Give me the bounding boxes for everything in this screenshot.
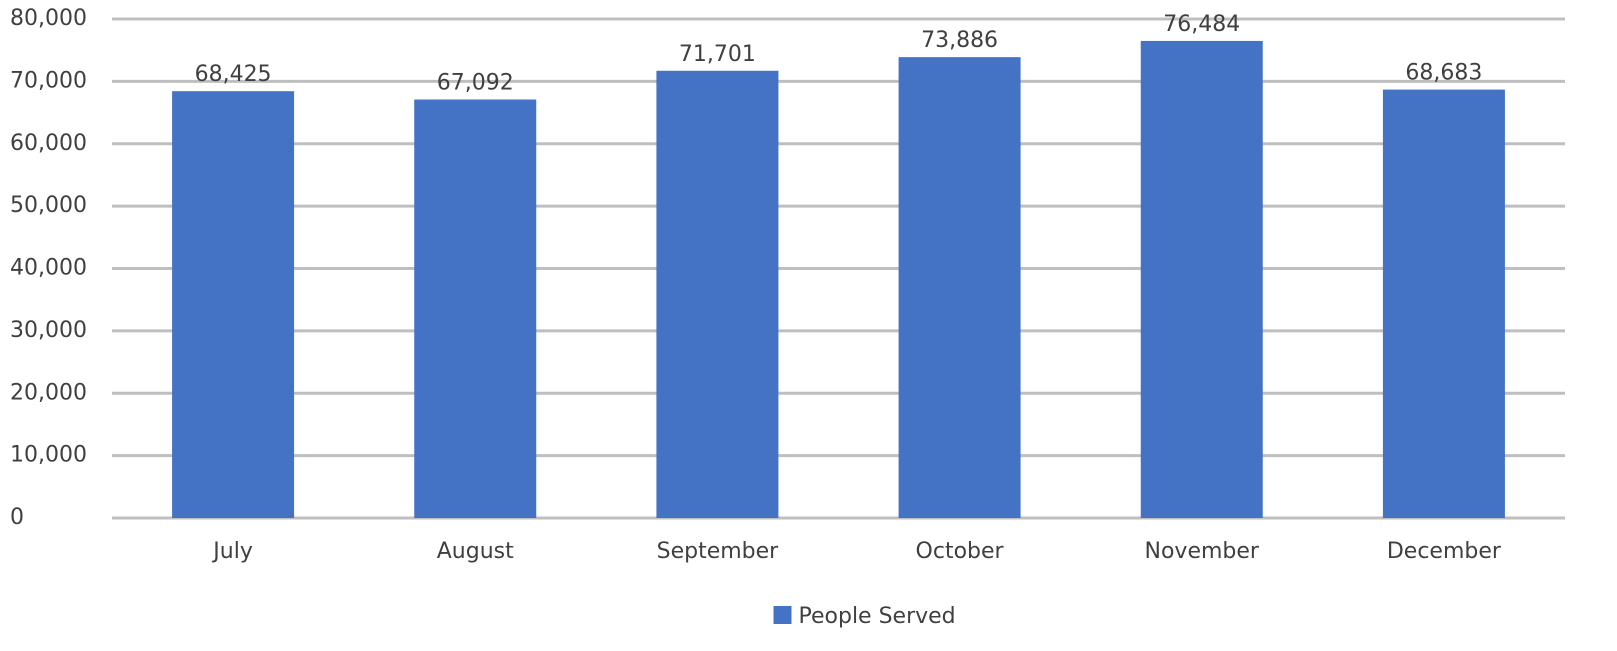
x-tick-label: August bbox=[437, 539, 514, 564]
x-tick-label: December bbox=[1387, 539, 1502, 564]
legend-label: People Served bbox=[799, 604, 956, 629]
bar bbox=[414, 99, 537, 519]
y-tick-label: 10,000 bbox=[10, 443, 87, 468]
x-tick-label: September bbox=[657, 539, 780, 564]
data-label: 68,683 bbox=[1405, 61, 1482, 86]
x-tick-label: November bbox=[1145, 539, 1260, 564]
data-label: 68,425 bbox=[195, 62, 272, 87]
bar bbox=[1140, 40, 1263, 518]
data-label: 73,886 bbox=[921, 28, 998, 53]
bar bbox=[656, 70, 779, 518]
y-tick-label: 30,000 bbox=[10, 318, 87, 343]
y-tick-label: 20,000 bbox=[10, 380, 87, 405]
bar bbox=[1382, 89, 1505, 519]
y-tick-label: 80,000 bbox=[10, 6, 87, 31]
y-tick-label: 70,000 bbox=[10, 68, 87, 93]
bar bbox=[898, 57, 1021, 518]
y-tick-label: 0 bbox=[10, 505, 24, 530]
bar bbox=[172, 91, 295, 518]
data-label: 76,484 bbox=[1163, 12, 1240, 37]
y-tick-label: 50,000 bbox=[10, 193, 87, 218]
legend-swatch bbox=[773, 606, 792, 624]
y-tick-label: 60,000 bbox=[10, 131, 87, 156]
x-tick-label: October bbox=[916, 539, 1005, 564]
x-tick-label: July bbox=[211, 539, 253, 564]
data-label: 71,701 bbox=[679, 42, 756, 67]
data-label: 67,092 bbox=[437, 71, 514, 96]
y-tick-label: 40,000 bbox=[10, 256, 87, 281]
